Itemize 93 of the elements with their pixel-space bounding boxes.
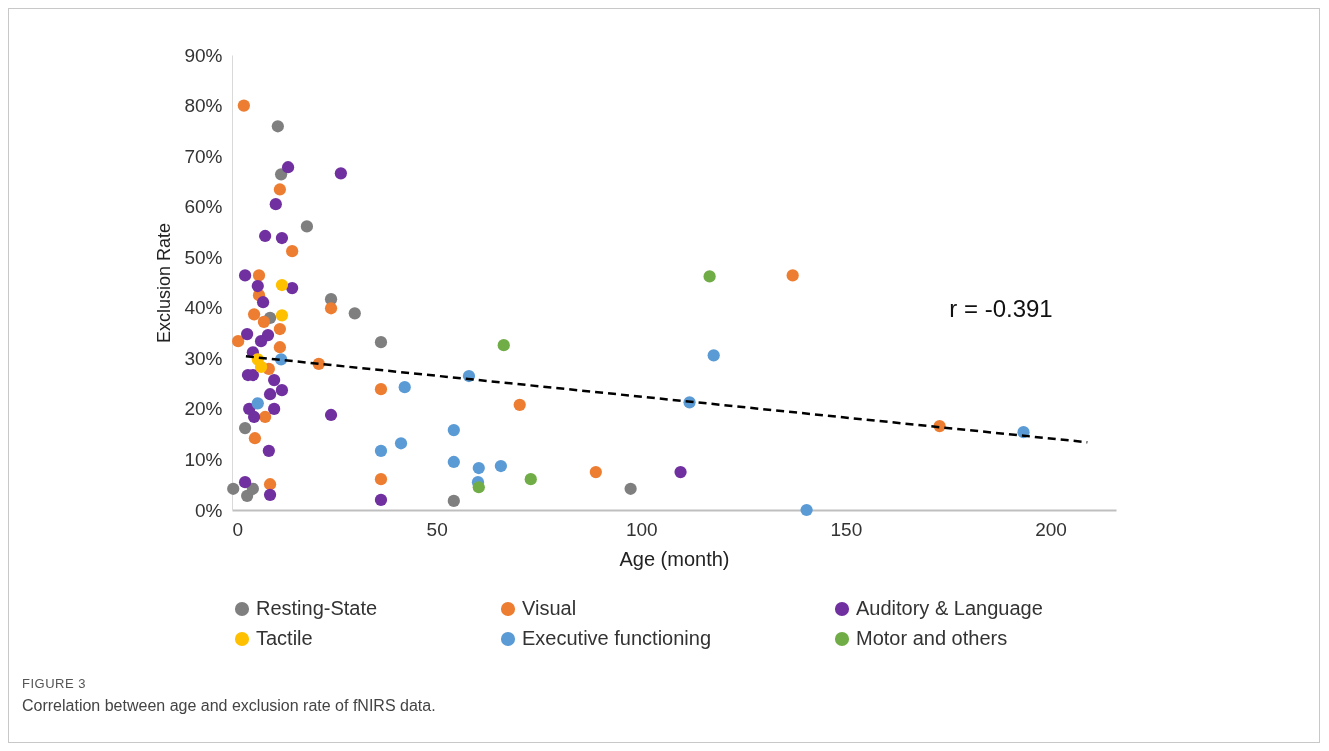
point	[275, 384, 289, 397]
y-tick-label: 90%	[184, 44, 223, 66]
point	[241, 327, 254, 341]
caption: FIGURE 3	[22, 676, 87, 691]
point	[374, 444, 388, 457]
point	[251, 397, 264, 410]
point	[238, 421, 252, 435]
point	[273, 341, 287, 354]
point	[238, 476, 252, 489]
point	[281, 161, 295, 174]
point	[324, 302, 338, 315]
y-tick-label: 80%	[184, 95, 223, 117]
point	[273, 183, 287, 196]
x-tick-label: 50	[426, 518, 448, 540]
point	[273, 322, 287, 336]
point	[227, 482, 240, 495]
x-tick-label: 100	[625, 518, 658, 540]
y-tick-label: 50%	[184, 246, 223, 268]
point	[254, 360, 268, 374]
point	[624, 482, 637, 495]
point	[263, 478, 277, 491]
point	[589, 465, 602, 479]
legend-label: Tactile	[256, 627, 313, 649]
point	[246, 482, 259, 495]
y-tick-label: 20%	[184, 398, 223, 420]
legend-label: Motor and others	[856, 627, 1008, 649]
legend-label: Executive functioning	[522, 627, 712, 649]
point	[374, 493, 388, 506]
point	[513, 398, 526, 411]
point	[524, 473, 537, 486]
y-tick-label: 30%	[184, 347, 223, 369]
point	[263, 488, 277, 501]
point	[275, 309, 289, 322]
annotation: r = -0.391	[949, 295, 1053, 322]
point	[237, 99, 250, 112]
point	[247, 308, 261, 321]
point	[286, 281, 299, 295]
point	[247, 410, 261, 424]
point	[374, 383, 388, 396]
point	[324, 408, 338, 422]
point	[238, 269, 252, 282]
point	[497, 339, 510, 352]
legend-label: Visual	[522, 597, 577, 619]
point	[398, 381, 411, 394]
text: Correlation between age and exclusion rate of fNIRS data.	[22, 697, 436, 715]
point	[263, 388, 277, 401]
point	[275, 278, 289, 292]
point	[334, 167, 347, 180]
point	[232, 335, 245, 348]
point	[269, 198, 282, 211]
y-axis-title: Exclusion Rate	[154, 222, 175, 344]
point	[271, 120, 284, 133]
point	[447, 455, 460, 469]
point	[786, 269, 799, 282]
point	[259, 229, 272, 243]
point	[259, 410, 272, 424]
y-tick-label: 0%	[195, 499, 223, 521]
point	[394, 437, 408, 450]
y-tick-label: 40%	[184, 297, 223, 319]
point	[674, 465, 687, 479]
point	[374, 336, 388, 349]
point	[257, 315, 271, 329]
x-tick-label: 200	[1035, 518, 1067, 540]
point	[300, 220, 314, 233]
point	[274, 168, 288, 181]
point	[251, 279, 264, 293]
legend-label: Resting-State	[256, 597, 378, 619]
point	[472, 461, 485, 475]
point	[703, 270, 716, 283]
point	[286, 245, 299, 258]
point	[348, 307, 361, 320]
point	[248, 432, 262, 445]
point	[252, 269, 266, 282]
point	[472, 481, 485, 494]
point	[447, 424, 460, 437]
legend-label: Auditory & Language	[856, 597, 1043, 619]
point	[447, 494, 460, 508]
point	[494, 459, 508, 473]
x-tick-label: 0	[232, 518, 244, 540]
point	[256, 296, 270, 309]
point	[268, 373, 281, 387]
point	[800, 503, 813, 517]
x-tick-label: 150	[830, 518, 863, 540]
point	[254, 335, 268, 348]
y-tick-label: 60%	[184, 196, 223, 218]
point	[268, 402, 281, 415]
y-tick-label: 70%	[184, 145, 223, 167]
point	[275, 231, 289, 245]
point	[262, 444, 275, 457]
x-axis-title: Age (month)	[619, 547, 730, 570]
point	[374, 473, 388, 486]
y-tick-label: 10%	[184, 448, 223, 470]
point	[707, 349, 720, 362]
